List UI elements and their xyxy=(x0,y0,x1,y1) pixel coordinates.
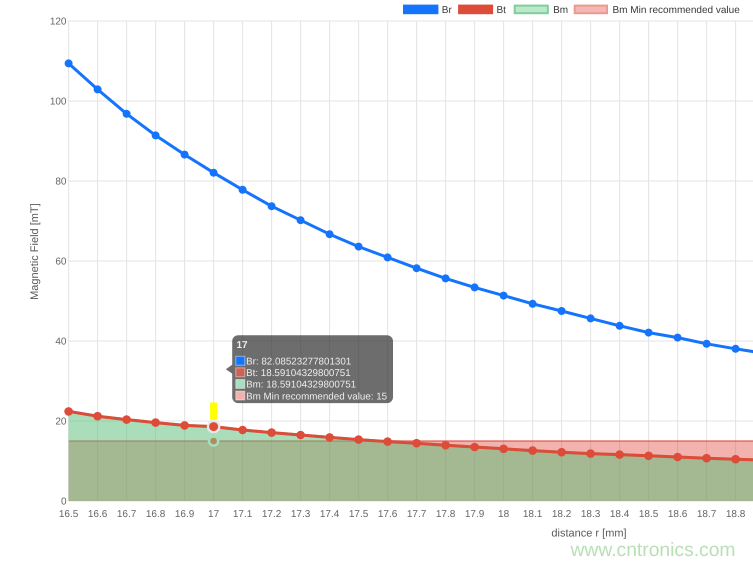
svg-text:17: 17 xyxy=(237,340,249,351)
svg-text:17.5: 17.5 xyxy=(349,509,369,520)
svg-text:18.1: 18.1 xyxy=(523,509,543,520)
svg-text:16.7: 16.7 xyxy=(117,509,137,520)
svg-text:Bm: 18.59104329800751: Bm: 18.59104329800751 xyxy=(246,380,356,391)
svg-text:0: 0 xyxy=(61,496,67,507)
svg-text:18.4: 18.4 xyxy=(610,509,630,520)
svg-text:18.3: 18.3 xyxy=(581,509,601,520)
svg-text:60: 60 xyxy=(55,256,67,267)
svg-text:Bt: Bt xyxy=(497,5,507,16)
svg-text:16.9: 16.9 xyxy=(175,509,195,520)
svg-text:17.6: 17.6 xyxy=(378,509,398,520)
svg-text:18.7: 18.7 xyxy=(697,509,717,520)
svg-text:Bt: 18.59104329800751: Bt: 18.59104329800751 xyxy=(246,368,351,379)
svg-text:Bm Min recommended value: 15: Bm Min recommended value: 15 xyxy=(246,391,388,402)
svg-text:18.2: 18.2 xyxy=(552,509,572,520)
svg-text:Bm Min recommended value: Bm Min recommended value xyxy=(613,5,741,16)
svg-text:17.7: 17.7 xyxy=(407,509,427,520)
svg-text:120: 120 xyxy=(50,16,67,27)
svg-text:17.8: 17.8 xyxy=(436,509,456,520)
svg-text:www.cntronics.com: www.cntronics.com xyxy=(569,540,735,561)
svg-text:17.3: 17.3 xyxy=(291,509,311,520)
svg-text:16.8: 16.8 xyxy=(146,509,166,520)
svg-text:17.9: 17.9 xyxy=(465,509,485,520)
svg-text:18: 18 xyxy=(498,509,510,520)
svg-text:Bm: Bm xyxy=(553,5,568,16)
svg-text:Magnetic Field [mT]: Magnetic Field [mT] xyxy=(29,203,41,300)
svg-text:Br: 82.08523277801301: Br: 82.08523277801301 xyxy=(246,357,351,368)
svg-text:16.6: 16.6 xyxy=(88,509,108,520)
svg-text:17.4: 17.4 xyxy=(320,509,340,520)
svg-text:18.8: 18.8 xyxy=(726,509,746,520)
svg-text:80: 80 xyxy=(55,176,67,187)
svg-text:18.5: 18.5 xyxy=(639,509,659,520)
svg-text:17.1: 17.1 xyxy=(233,509,253,520)
svg-text:100: 100 xyxy=(50,96,67,107)
svg-text:20: 20 xyxy=(55,416,67,427)
svg-text:17: 17 xyxy=(208,509,220,520)
svg-text:Br: Br xyxy=(442,5,453,16)
svg-text:18.6: 18.6 xyxy=(668,509,688,520)
svg-text:17.2: 17.2 xyxy=(262,509,282,520)
svg-text:16.5: 16.5 xyxy=(59,509,79,520)
svg-text:distance r [mm]: distance r [mm] xyxy=(551,527,626,539)
svg-text:40: 40 xyxy=(55,336,67,347)
